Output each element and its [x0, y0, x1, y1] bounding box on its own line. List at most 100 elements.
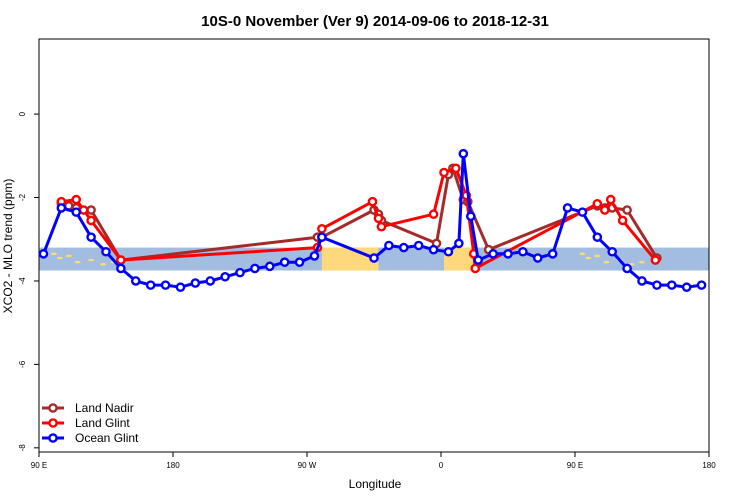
data-point — [317, 232, 327, 242]
data-point — [279, 257, 290, 267]
data-point — [86, 205, 96, 215]
data-point — [607, 246, 618, 257]
data-point — [622, 205, 632, 215]
data-point — [250, 263, 260, 274]
data-point — [465, 211, 476, 222]
data-point — [577, 207, 588, 217]
data-point — [116, 263, 126, 274]
data-point — [71, 207, 82, 217]
data-point — [317, 224, 327, 234]
data-point — [454, 238, 464, 249]
data-point — [235, 267, 245, 278]
data-point — [458, 148, 469, 159]
data-point — [652, 280, 662, 290]
data-point — [205, 276, 216, 286]
y-tick-label: 0 — [18, 111, 27, 116]
plot-frame — [38, 38, 710, 453]
x-axis-label: Longitude — [349, 477, 402, 491]
data-point — [160, 280, 171, 290]
data-point — [428, 209, 439, 220]
x-tick-label: 90 W — [298, 461, 317, 470]
island-patch — [579, 252, 586, 256]
y-axis: 0 -2 -4 -6 -8 — [18, 111, 39, 451]
y-tick-label: -8 — [18, 444, 27, 452]
data-point — [451, 163, 461, 174]
data-point — [101, 246, 111, 257]
island-patch — [74, 260, 81, 264]
data-point — [470, 263, 481, 274]
data-point — [71, 194, 82, 205]
legend-label: Land Glint — [75, 416, 130, 430]
data-point — [488, 249, 498, 259]
island-patch — [50, 252, 57, 256]
island-patch — [639, 260, 645, 264]
data-point — [130, 276, 141, 286]
legend-marker — [48, 403, 58, 413]
y-tick-label: -6 — [18, 360, 27, 368]
x-axis: 90 E 180 90 W 0 90 E 180 — [31, 452, 716, 470]
data-point — [398, 242, 409, 253]
data-point — [547, 249, 558, 259]
island-patch — [585, 256, 592, 260]
data-point — [473, 255, 484, 265]
data-point — [175, 282, 186, 293]
data-point — [145, 280, 156, 290]
data-point — [592, 198, 603, 209]
data-point — [294, 257, 305, 267]
data-point — [116, 255, 126, 265]
data-point — [376, 221, 387, 232]
island-patch — [100, 262, 107, 266]
data-point — [666, 280, 677, 290]
data-point — [622, 263, 632, 274]
data-point — [605, 194, 616, 205]
legend-marker — [48, 433, 58, 443]
data-point — [264, 261, 275, 272]
data-point — [443, 246, 454, 257]
x-tick-label: 90 E — [567, 461, 583, 470]
data-point — [532, 253, 543, 263]
data-point — [190, 278, 201, 288]
legend-marker — [48, 418, 58, 428]
x-tick-label: 180 — [166, 461, 180, 470]
x-tick-label: 180 — [702, 461, 716, 470]
data-point — [384, 240, 394, 251]
data-point — [86, 232, 96, 242]
data-point — [86, 215, 96, 226]
chart-title: 10S-0 November (Ver 9) 2014-09-06 to 201… — [201, 13, 549, 30]
legend-label: Land Nadir — [75, 401, 134, 415]
island-patch — [594, 254, 601, 258]
island-patch — [65, 254, 72, 258]
x-tick-label: 0 — [439, 461, 444, 470]
data-point — [428, 244, 439, 255]
data-point — [78, 205, 89, 215]
island-patch — [56, 256, 63, 260]
data-point — [373, 213, 384, 224]
data-point — [599, 205, 610, 215]
island-patch — [603, 260, 610, 264]
y-tick-label: -4 — [18, 277, 27, 285]
data-point — [696, 280, 707, 290]
island-patch — [88, 258, 95, 262]
legend-label: Ocean Glint — [75, 431, 139, 445]
data-point — [503, 249, 513, 259]
data-point — [220, 271, 230, 282]
series-layer — [38, 148, 707, 293]
data-point — [637, 276, 647, 286]
data-point — [56, 203, 67, 213]
y-axis-label: XCO2 - MLO trend (ppm) — [1, 179, 15, 314]
data-point — [309, 251, 320, 261]
data-point — [650, 255, 661, 265]
series-2 — [38, 148, 707, 293]
x-tick-label: 90 E — [31, 461, 47, 470]
data-point — [38, 249, 49, 259]
data-point — [367, 196, 378, 207]
data-point — [592, 232, 603, 242]
data-point — [562, 203, 573, 213]
data-point — [439, 167, 449, 178]
data-point — [617, 215, 628, 226]
data-point — [369, 253, 379, 263]
data-point — [681, 282, 692, 293]
data-point — [413, 240, 424, 251]
